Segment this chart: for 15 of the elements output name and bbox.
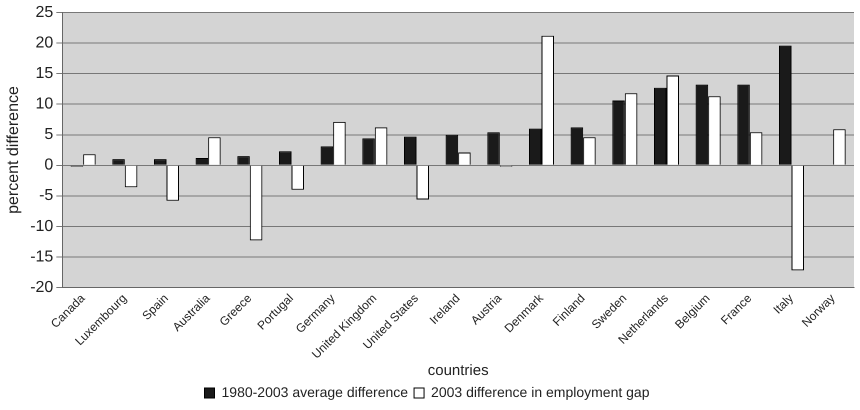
y-tick-label: -5 [39,187,54,204]
y-tick-label: 20 [36,34,54,52]
y-tick-label: -10 [30,218,54,235]
y-axis-title: percent difference [5,86,22,214]
legend-label: 2003 difference in employment gap [431,384,650,400]
y-tick-label: -20 [30,278,54,296]
y-tick-label: 0 [44,156,54,174]
y-tick-label: -15 [30,248,54,266]
x-tick-label: Italy [770,291,796,317]
y-tick-label: 10 [36,96,54,113]
y-tick-label: 25 [36,4,54,22]
y-tick-label: 15 [36,65,54,82]
x-axis-title: countries [428,362,489,380]
legend-label: 1980-2003 average difference [222,384,408,400]
y-tick-label: 5 [44,126,54,144]
